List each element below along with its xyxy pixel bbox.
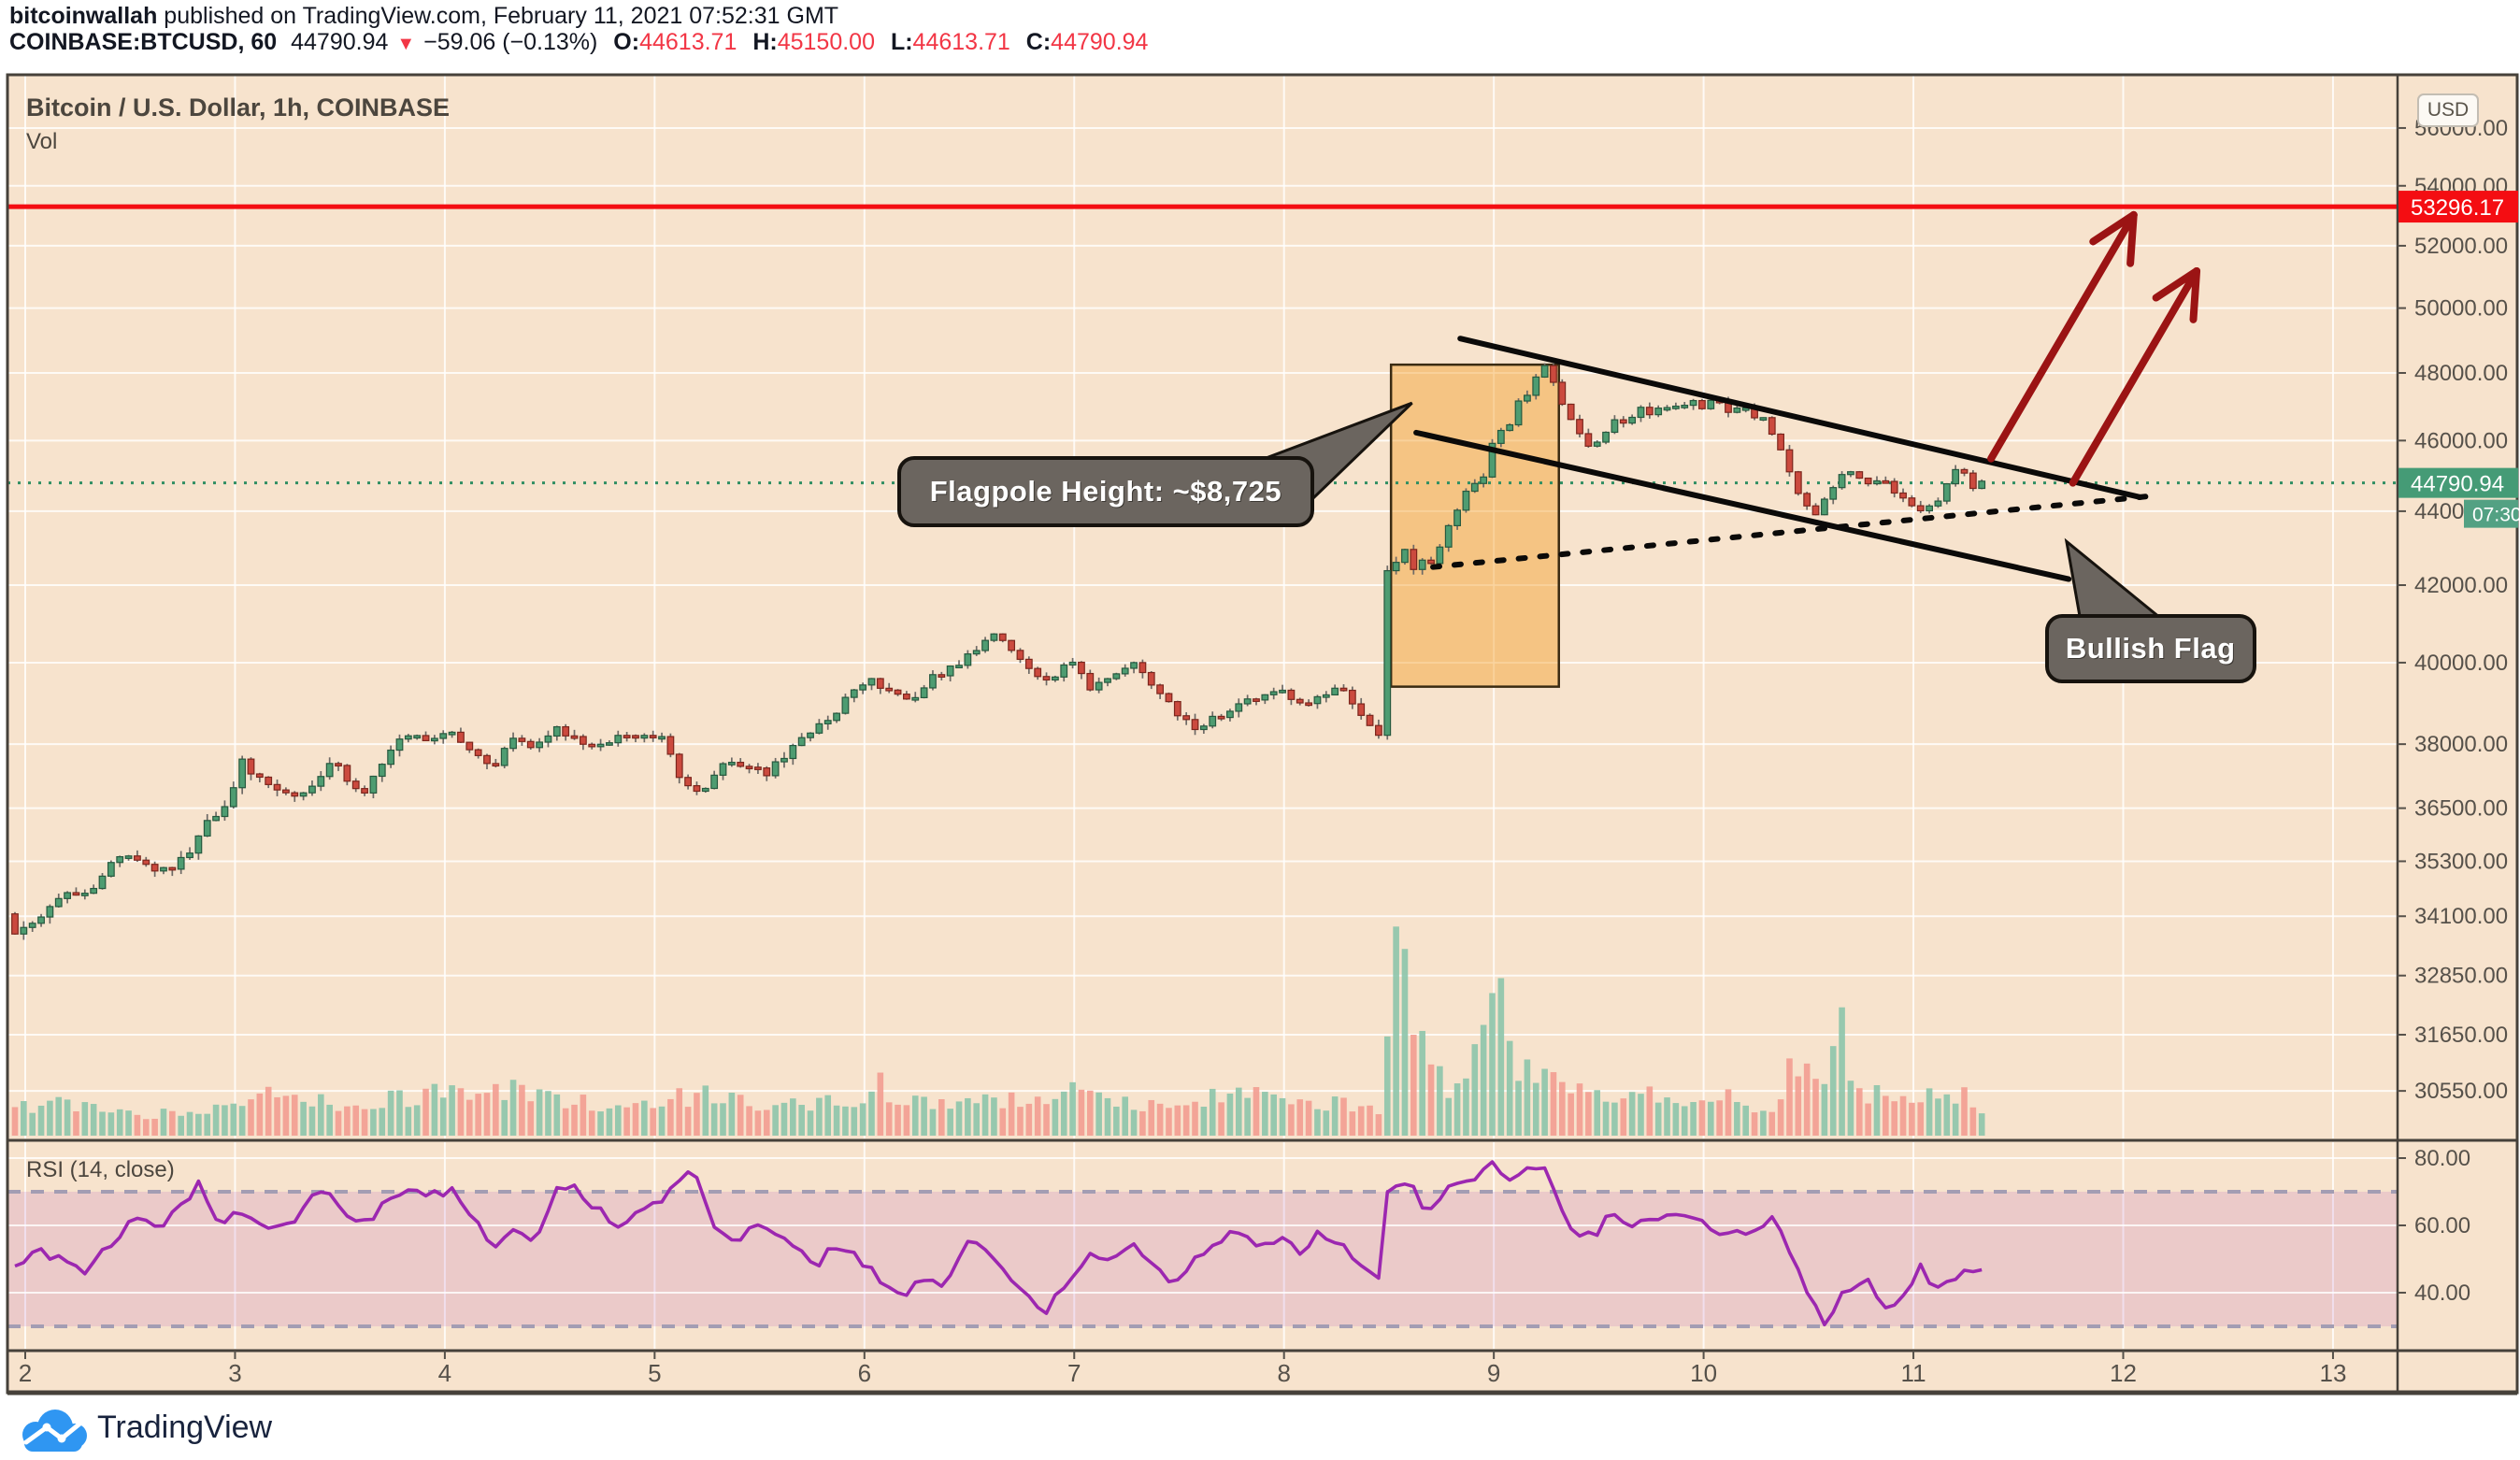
time-tick-label: 5: [648, 1359, 661, 1387]
close-key: C:: [1025, 29, 1052, 55]
low-key: L:: [890, 29, 913, 55]
high-value: 45150.00: [777, 29, 875, 55]
rsi-panel: [7, 1157, 2398, 1328]
price-tick-label: 30550.00: [2414, 1079, 2508, 1104]
price-tick-label: 52000.00: [2414, 234, 2508, 259]
flagpole-callout[interactable]: Flagpole Height: ~$8,725: [896, 455, 1314, 527]
symbol-label: COINBASE:BTCUSD, 60: [9, 29, 278, 55]
panel-frame: [6, 73, 2519, 1396]
price-axis[interactable]: 56000.0054000.0052000.0050000.0048000.00…: [2398, 116, 2520, 1306]
currency-toggle-button[interactable]: USD: [2417, 93, 2479, 127]
resistance-price-label: [2398, 191, 2518, 223]
last-price-label: [2398, 467, 2518, 498]
price-tick-label: 32850.00: [2414, 964, 2508, 989]
projection-arrow[interactable]: [2069, 266, 2201, 487]
open-value: 44613.71: [639, 29, 737, 55]
time-tick-label: 9: [1487, 1359, 1500, 1387]
rsi-tick-label: 40.00: [2414, 1281, 2470, 1306]
time-tick-label: 6: [858, 1359, 871, 1387]
trendline-drawings[interactable]: [1413, 336, 2154, 582]
time-tick-label: 13: [2319, 1359, 2346, 1387]
time-tick-label: 2: [19, 1359, 32, 1387]
price-tick-label: 46000.00: [2414, 428, 2508, 453]
candles-layer: [11, 363, 1986, 940]
time-tick-label: 3: [228, 1359, 241, 1387]
price-tick-label: 34100.00: [2414, 904, 2508, 929]
bar-countdown-text: 07:30: [2472, 505, 2520, 526]
price-tick-label: 42000.00: [2414, 573, 2508, 598]
time-tick-label: 11: [1901, 1359, 1926, 1387]
down-triangle-icon: ▼: [396, 34, 416, 54]
close-value: 44790.94: [1051, 29, 1149, 55]
high-key: H:: [752, 29, 778, 55]
bar-countdown-badge: [2464, 499, 2518, 528]
bullish-flag-callout[interactable]: Bullish Flag: [2044, 614, 2256, 684]
author-name: bitcoinwallah: [9, 3, 158, 29]
volume-indicator-label[interactable]: Vol: [26, 129, 58, 154]
time-tick-label: 7: [1067, 1359, 1081, 1387]
time-tick-label: 10: [1690, 1359, 1717, 1387]
tradingview-logo-icon[interactable]: [13, 1407, 93, 1453]
open-key: O:: [613, 29, 640, 55]
byline: bitcoinwallah published on TradingView.c…: [9, 3, 838, 30]
price-tick-label: 40000.00: [2414, 651, 2508, 676]
rsi-line: [14, 1160, 1983, 1326]
resistance-price-text: 53296.17: [2411, 195, 2504, 221]
time-tick-label: 12: [2110, 1359, 2137, 1387]
price-tick-label: 48000.00: [2414, 361, 2508, 386]
price-tick-label: 38000.00: [2414, 732, 2508, 757]
change-value: −59.06 (−0.13%): [423, 29, 598, 55]
tradingview-brand-text[interactable]: TradingView: [97, 1410, 273, 1445]
rsi-tick-label: 80.00: [2414, 1146, 2470, 1171]
last-price-text: 44790.94: [2411, 472, 2504, 497]
projection-arrow[interactable]: [1987, 210, 2138, 463]
time-tick-label: 4: [438, 1359, 451, 1387]
rsi-tick-label: 60.00: [2414, 1213, 2470, 1238]
symbol-quote-line: COINBASE:BTCUSD, 60 44790.94 ▼ −59.06 (−…: [9, 29, 1148, 56]
pane-title: Bitcoin / U.S. Dollar, 1h, COINBASE: [26, 93, 451, 122]
price-tick-label: 36500.00: [2414, 796, 2508, 822]
time-tick-label: 8: [1277, 1359, 1290, 1387]
flagpole-highlight-box[interactable]: [1389, 363, 1560, 688]
price-tick-label: 31650.00: [2414, 1023, 2508, 1048]
volume-bars-layer: [11, 926, 1985, 1136]
time-axis[interactable]: 2 3 4 5 6 7 8 9 10 11 12 13: [19, 1351, 2347, 1387]
published-text: published on TradingView.com, February 1…: [157, 3, 839, 29]
grid-layer: [7, 75, 2398, 1349]
low-value: 44613.71: [912, 29, 1010, 55]
price-tick-label: 50000.00: [2414, 296, 2508, 322]
price-tick-label: 35300.00: [2414, 849, 2508, 874]
last-price: 44790.94: [291, 29, 389, 55]
rsi-indicator-label[interactable]: RSI (14, close): [26, 1157, 175, 1182]
